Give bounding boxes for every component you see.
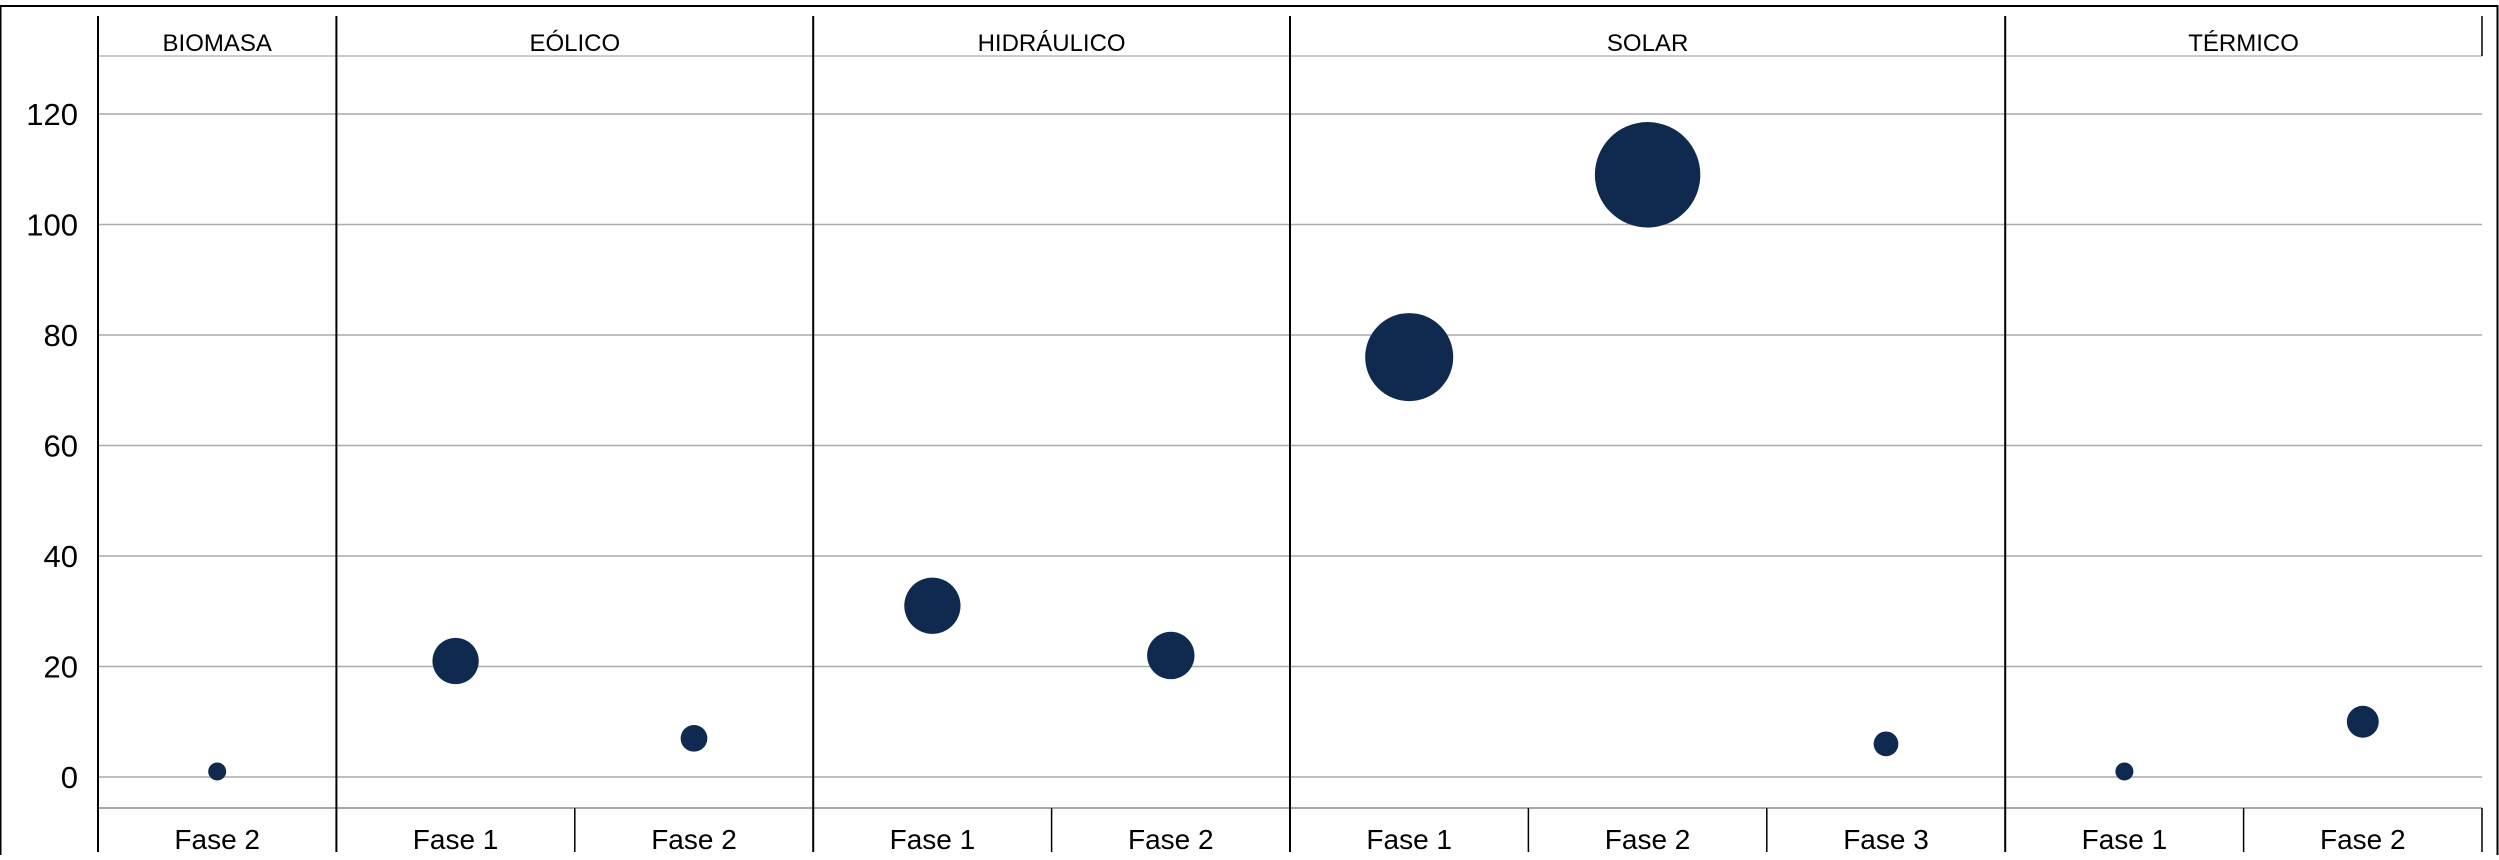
label-layer: 0 20 40 60 80 100 120 BIOMASA Fase 2 EÓLICO Fase 1… [26,30,2405,855]
category-label: Fase 2 [1128,824,1214,855]
y-tick-label: 60 [44,429,78,464]
data-bubble [1594,122,1701,228]
category-label: Fase 1 [1366,824,1452,855]
category-label: Fase 2 [2320,824,2406,855]
group-label: EÓLICO [529,30,620,57]
group-label: HIDRÁULICO [978,30,1126,57]
category-label: Fase 1 [890,824,976,855]
category-label: Fase 2 [1605,824,1691,855]
group-label: BIOMASA [163,30,272,57]
category-label: Fase 2 [174,824,260,855]
y-tick-label: 100 [26,208,78,243]
data-bubble [904,577,961,634]
data-bubble [2346,705,2379,738]
category-label: Fase 3 [1843,824,1929,855]
data-bubble [1365,313,1454,402]
data-bubble [1873,731,1899,757]
category-label: Fase 1 [2082,824,2168,855]
point-layer [208,122,2379,781]
group-label: SOLAR [1607,30,1688,57]
chart-frame [0,5,2499,858]
y-tick-label: 0 [61,760,78,795]
data-bubble [2115,762,2134,781]
category-label: Fase 1 [413,824,499,855]
y-tick-label: 80 [44,318,78,353]
group-label: TÉRMICO [2188,30,2299,57]
y-tick-label: 40 [44,539,78,574]
data-bubble [680,724,708,752]
y-tick-label: 120 [26,97,78,132]
y-tick-label: 20 [44,650,78,685]
data-bubble [208,762,227,781]
data-bubble [432,637,479,685]
frame-layer [0,5,2499,858]
data-bubble [1147,631,1195,680]
category-label: Fase 2 [651,824,737,855]
